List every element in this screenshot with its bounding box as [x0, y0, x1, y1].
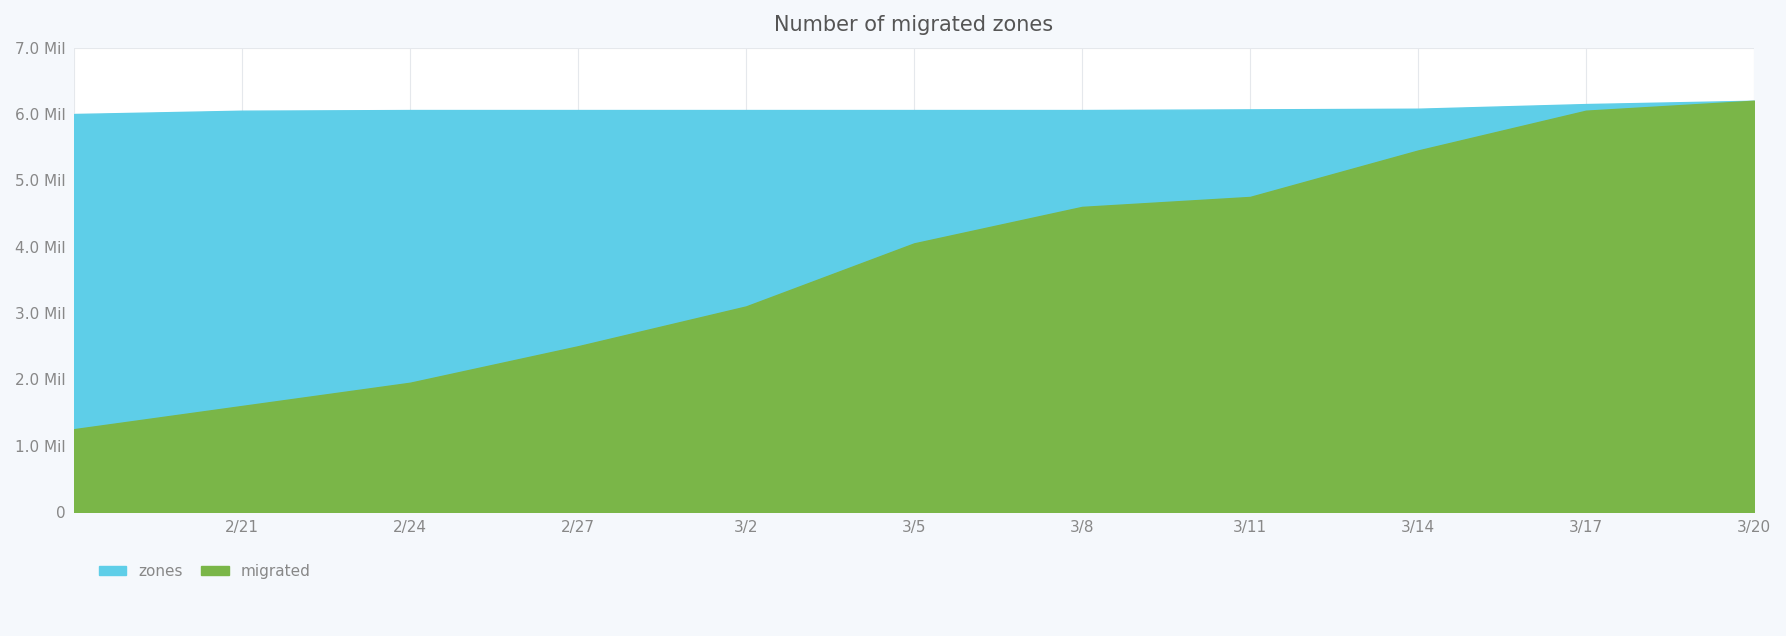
- Title: Number of migrated zones: Number of migrated zones: [775, 15, 1054, 35]
- Legend: zones, migrated: zones, migrated: [98, 563, 311, 579]
